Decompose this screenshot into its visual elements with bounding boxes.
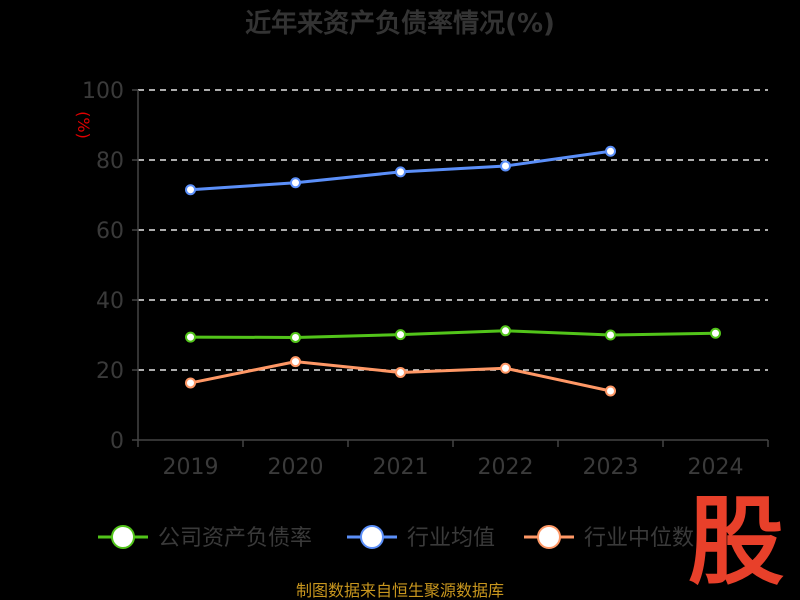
legend-label-0: 公司资产负债率 <box>158 526 312 551</box>
legend-marker-0 <box>111 525 135 549</box>
x-tick-label-2019: 2019 <box>163 455 219 480</box>
y-tick-label-0: 0 <box>110 429 124 454</box>
data-point-0-2024 <box>710 327 721 339</box>
data-point-0-2022 <box>500 325 511 337</box>
chart-title: 近年来资产负债率情况(%) <box>245 8 555 39</box>
legend: 公司资产负债率 行业均值 行业中位数 <box>98 525 694 551</box>
data-point-2-2021 <box>395 366 406 378</box>
watermark-logo: 股 <box>688 486 784 598</box>
data-point-1-2019 <box>185 184 196 196</box>
data-point-2-2023 <box>605 385 616 397</box>
x-tick-label-2023: 2023 <box>583 455 639 480</box>
data-point-0-2023 <box>605 329 616 341</box>
data-point-1-2023 <box>605 145 616 157</box>
data-point-0-2020 <box>290 331 301 343</box>
y-tick-label-80: 80 <box>96 149 124 174</box>
legend-marker-1 <box>360 525 384 549</box>
data-point-1-2022 <box>500 160 511 172</box>
series-line-0 <box>190 329 716 339</box>
data-point-2-2020 <box>290 356 301 368</box>
y-tick-label-20: 20 <box>96 359 124 384</box>
x-tick-label-2022: 2022 <box>478 455 534 480</box>
x-tick-label-2020: 2020 <box>268 455 324 480</box>
legend-marker-2 <box>537 525 561 549</box>
data-point-1-2021 <box>395 166 406 178</box>
y-axis-unit: (%) <box>74 111 93 139</box>
x-tick-label-2021: 2021 <box>373 455 429 480</box>
y-tick-label-40: 40 <box>96 289 124 314</box>
grid-lines <box>138 89 768 371</box>
data-point-0-2019 <box>185 331 196 343</box>
axes: 0 20 40 60 80 100 2019 2020 2021 2022 2023 2024 <box>82 79 769 480</box>
y-tick-label-100: 100 <box>82 79 124 104</box>
data-point-1-2020 <box>290 177 301 189</box>
data-point-2-2019 <box>185 377 196 389</box>
data-source: 制图数据来自恒生聚源数据库 <box>296 581 504 600</box>
legend-label-1: 行业均值 <box>407 526 495 551</box>
series-group <box>185 145 721 397</box>
legend-label-2: 行业中位数 <box>584 526 694 551</box>
data-point-0-2021 <box>395 329 406 341</box>
data-point-2-2022 <box>500 362 511 374</box>
x-tick-label-2024: 2024 <box>688 455 744 480</box>
y-tick-label-60: 60 <box>96 219 124 244</box>
